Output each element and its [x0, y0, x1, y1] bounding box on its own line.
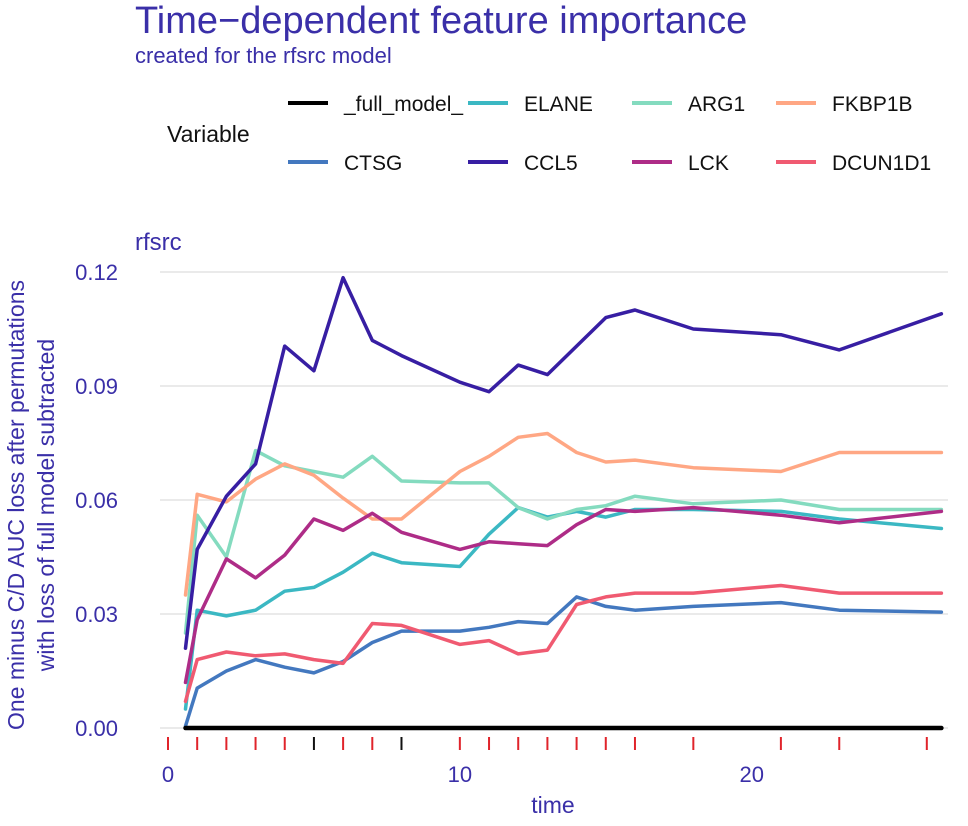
series-lines: [183, 275, 944, 731]
x-tick-label: 10: [448, 762, 472, 787]
y-tick-label: 0.09: [75, 374, 118, 399]
legend-item: _full_model_: [288, 93, 463, 116]
legend-items: _full_model_ ELANE ARG1 FKBP1B CTSG CCL5 LCK DC…: [288, 93, 931, 175]
x-tick-label: 20: [739, 762, 763, 787]
legend: Variable _full_model_ ELANE ARG1 FKBP1B CTSG…: [167, 93, 931, 175]
legend-label: CTSG: [344, 152, 402, 175]
y-tick-label: 0.06: [75, 488, 118, 513]
chart-subtitle: created for the rfsrc model: [135, 43, 392, 68]
x-tick-label: 0: [162, 762, 174, 787]
legend-item: FKBP1B: [776, 93, 913, 116]
series-line-lck: [183, 505, 944, 685]
legend-label: ARG1: [688, 93, 745, 116]
y-tick-label: 0.12: [75, 260, 118, 285]
x-axis-ticks: 0 10 20: [162, 762, 764, 787]
legend-label: _full_model_: [343, 93, 463, 116]
y-tick-label: 0.03: [75, 602, 118, 627]
series-line-arg1: [183, 448, 944, 635]
legend-title: Variable: [167, 121, 250, 147]
y-axis-label-line-2: with loss of full model subtracted: [33, 339, 59, 672]
chart-title: Time−dependent feature importance: [135, 0, 747, 42]
legend-label: DCUN1D1: [832, 152, 931, 175]
legend-item: CCL5: [468, 152, 578, 175]
series-line-ctsg: [183, 595, 944, 728]
x-axis-label: time: [531, 792, 574, 818]
legend-label: ELANE: [524, 93, 593, 116]
time-rug: [167, 737, 928, 750]
y-axis-ticks: 0.00 0.03 0.06 0.09 0.12: [75, 260, 118, 741]
series-line-ccl5: [183, 275, 944, 650]
legend-item: CTSG: [288, 152, 402, 175]
y-tick-label: 0.00: [75, 716, 118, 741]
legend-label: LCK: [688, 152, 729, 175]
y-axis-label: One minus C/D AUC loss after permutation…: [3, 280, 59, 730]
series-line-dcun1d1: [183, 583, 944, 704]
series-line-fkbp1b: [183, 431, 944, 597]
y-axis-label-line-1: One minus C/D AUC loss after permutation…: [3, 280, 29, 730]
legend-item: ARG1: [632, 93, 745, 116]
legend-item: DCUN1D1: [776, 152, 931, 175]
legend-item: LCK: [632, 152, 729, 175]
legend-item: ELANE: [468, 93, 593, 116]
legend-label: CCL5: [524, 152, 578, 175]
panel-label: rfsrc: [135, 229, 182, 256]
legend-label: FKBP1B: [832, 93, 913, 116]
grid: [160, 271, 948, 729]
